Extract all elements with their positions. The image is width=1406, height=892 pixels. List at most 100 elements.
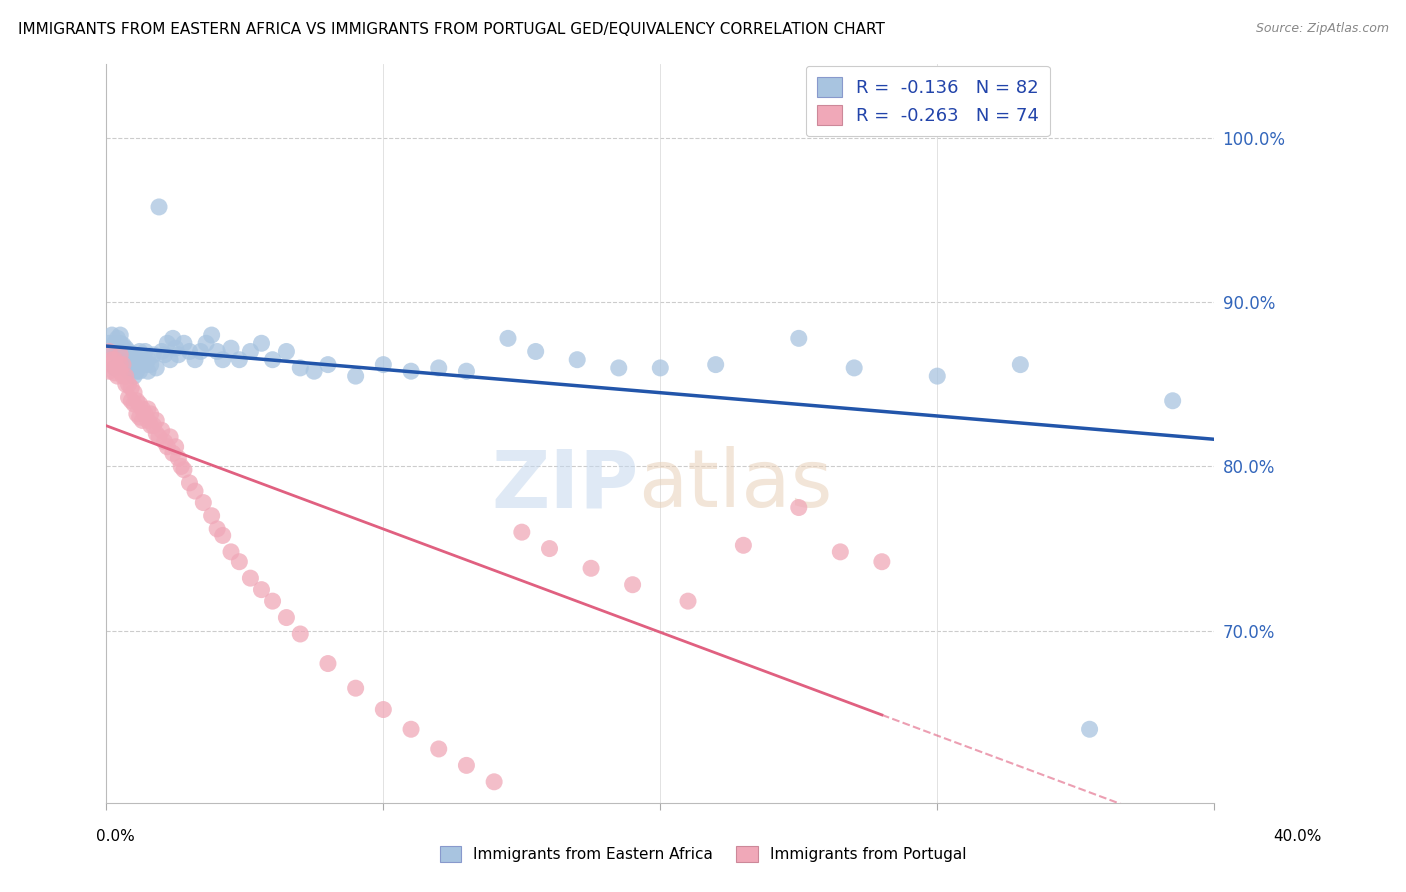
Point — [538, 541, 561, 556]
Point — [250, 582, 273, 597]
Point — [228, 555, 250, 569]
Point — [110, 358, 132, 372]
Point — [134, 344, 156, 359]
Point — [262, 352, 284, 367]
Point — [201, 508, 224, 523]
Point — [344, 369, 367, 384]
Point — [114, 369, 136, 384]
Point — [98, 336, 121, 351]
Point — [139, 418, 162, 433]
Point — [107, 360, 129, 375]
Point — [101, 358, 124, 372]
Point — [482, 774, 505, 789]
Point — [190, 344, 212, 359]
Point — [128, 410, 150, 425]
Point — [211, 352, 233, 367]
Point — [120, 381, 142, 395]
Point — [276, 610, 298, 624]
Point — [1010, 358, 1032, 372]
Point — [122, 358, 145, 372]
Point — [153, 434, 176, 449]
Point — [104, 360, 127, 375]
Point — [205, 344, 228, 359]
Point — [262, 594, 284, 608]
Point — [98, 344, 121, 359]
Point — [128, 344, 150, 359]
Point — [787, 331, 810, 345]
Point — [114, 360, 136, 375]
Point — [136, 401, 159, 416]
Point — [107, 341, 129, 355]
Point — [156, 440, 179, 454]
Point — [162, 446, 184, 460]
Point — [250, 336, 273, 351]
Point — [136, 364, 159, 378]
Point — [148, 200, 170, 214]
Point — [134, 407, 156, 421]
Point — [98, 344, 121, 359]
Point — [110, 352, 132, 367]
Point — [184, 484, 207, 499]
Point — [510, 525, 533, 540]
Point — [621, 578, 644, 592]
Point — [399, 364, 422, 378]
Point — [131, 413, 153, 427]
Point — [98, 364, 121, 378]
Point — [607, 360, 630, 375]
Point — [344, 681, 367, 696]
Point — [290, 627, 312, 641]
Point — [219, 545, 242, 559]
Point — [117, 354, 139, 368]
Point — [117, 344, 139, 359]
Point — [704, 358, 727, 372]
Point — [1078, 723, 1101, 737]
Point — [159, 352, 181, 367]
Point — [150, 423, 173, 437]
Point — [104, 366, 127, 380]
Point — [120, 348, 142, 362]
Text: Source: ZipAtlas.com: Source: ZipAtlas.com — [1256, 22, 1389, 36]
Point — [136, 352, 159, 367]
Point — [567, 352, 589, 367]
Point — [456, 364, 478, 378]
Point — [373, 358, 395, 372]
Point — [927, 369, 949, 384]
Point — [125, 352, 148, 367]
Point — [145, 426, 167, 441]
Point — [125, 407, 148, 421]
Point — [134, 358, 156, 372]
Point — [111, 338, 134, 352]
Point — [125, 393, 148, 408]
Text: ZIP: ZIP — [491, 446, 638, 524]
Text: IMMIGRANTS FROM EASTERN AFRICA VS IMMIGRANTS FROM PORTUGAL GED/EQUIVALENCY CORRE: IMMIGRANTS FROM EASTERN AFRICA VS IMMIGR… — [18, 22, 886, 37]
Point — [114, 351, 136, 365]
Point — [104, 352, 127, 367]
Point — [117, 364, 139, 378]
Point — [844, 360, 866, 375]
Point — [110, 364, 132, 378]
Point — [122, 348, 145, 362]
Point — [139, 358, 162, 372]
Point — [205, 522, 228, 536]
Point — [101, 344, 124, 359]
Point — [316, 657, 339, 671]
Point — [131, 352, 153, 367]
Point — [153, 348, 176, 362]
Text: atlas: atlas — [638, 446, 832, 524]
Legend: R =  -0.136   N = 82, R =  -0.263   N = 74: R = -0.136 N = 82, R = -0.263 N = 74 — [806, 66, 1050, 136]
Point — [179, 344, 201, 359]
Point — [870, 555, 893, 569]
Point — [211, 528, 233, 542]
Point — [316, 358, 339, 372]
Point — [399, 723, 422, 737]
Point — [173, 336, 195, 351]
Point — [101, 352, 124, 367]
Point — [131, 401, 153, 416]
Point — [111, 348, 134, 362]
Point — [101, 328, 124, 343]
Point — [111, 358, 134, 372]
Point — [162, 331, 184, 345]
Point — [117, 391, 139, 405]
Point — [111, 369, 134, 384]
Point — [496, 331, 519, 345]
